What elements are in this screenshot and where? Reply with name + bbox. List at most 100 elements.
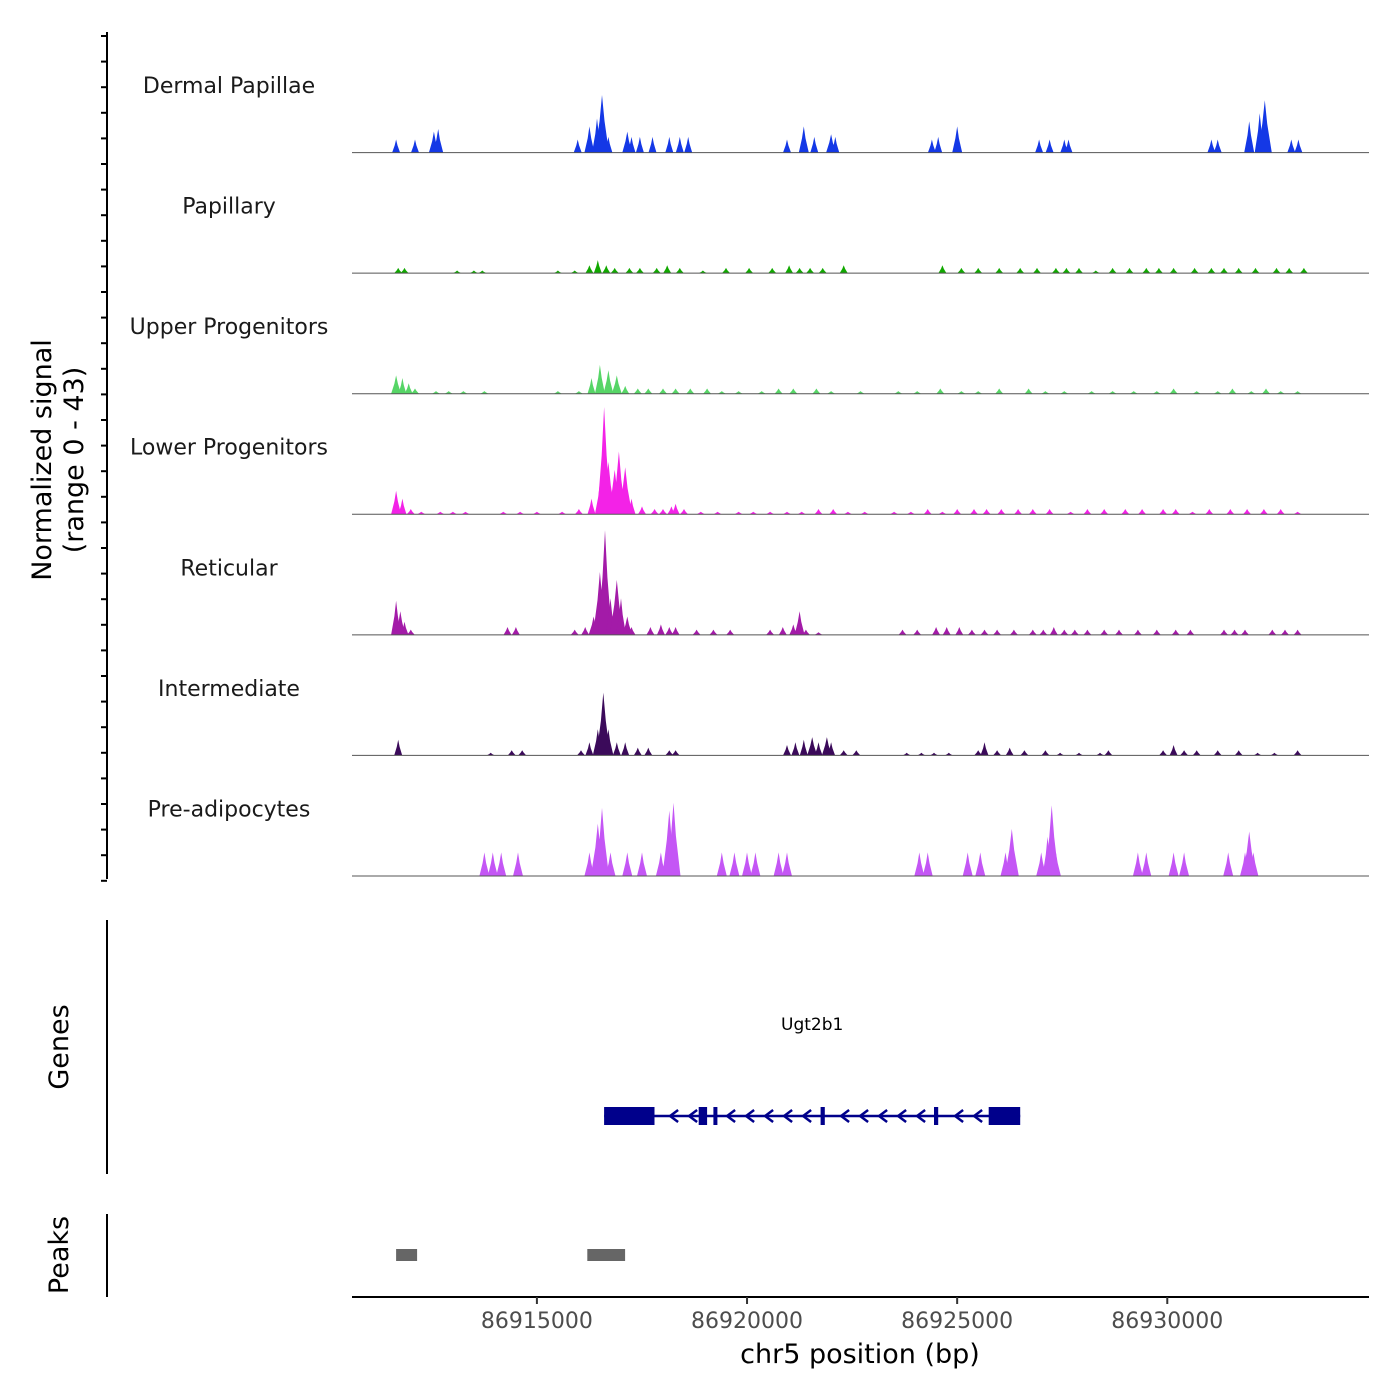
signal-peak-pre-adipocytes-7 <box>605 852 616 876</box>
signal-peak-intermediate-44 <box>1253 752 1262 756</box>
signal-peak-intermediate-28 <box>974 750 983 756</box>
signal-peak-pre-adipocytes-13 <box>716 852 727 876</box>
signal-peak-papillary-8 <box>593 260 602 274</box>
signal-peak-intermediate-37 <box>1104 750 1113 756</box>
signal-peak-papillary-44 <box>1251 267 1260 274</box>
x-tick-label-1: 86920000 <box>691 1309 803 1334</box>
strand-arrow-6 <box>801 1109 812 1123</box>
signal-peak-lower-progenitors-45 <box>1014 509 1023 515</box>
signal-peak-reticular-54 <box>1281 629 1289 635</box>
signal-peak-dermal-papillae-15 <box>684 136 693 153</box>
signal-peak-dermal-papillae-33 <box>1287 139 1296 153</box>
signal-peak-papillary-45 <box>1272 267 1281 274</box>
signal-peak-reticular-29 <box>898 629 907 635</box>
signal-peak-upper-progenitors-38 <box>1087 391 1096 394</box>
signal-peak-lower-progenitors-44 <box>997 509 1006 515</box>
signal-peak-lower-progenitors-20 <box>638 506 646 515</box>
signal-peak-lower-progenitors-3 <box>417 511 426 515</box>
strand-arrow-3 <box>744 1109 755 1123</box>
signal-peak-dermal-papillae-28 <box>1207 139 1216 153</box>
signal-peak-upper-progenitors-19 <box>686 388 695 394</box>
track-pre-adipocytes: Pre-adipocytes <box>148 797 1369 877</box>
signal-peak-upper-progenitors-20 <box>703 388 712 394</box>
signal-peak-reticular-47 <box>1152 629 1161 635</box>
signal-peak-pre-adipocytes-28 <box>1050 852 1061 876</box>
signal-peak-papillary-28 <box>995 267 1004 274</box>
track-lower-progenitors: Lower Progenitors <box>130 407 1369 515</box>
signal-peak-lower-progenitors-43 <box>982 509 991 515</box>
signal-peak-lower-progenitors-27 <box>713 511 722 515</box>
signal-peak-reticular-49 <box>1186 629 1195 635</box>
signal-peak-lower-progenitors-29 <box>749 511 758 515</box>
signal-peak-intermediate-34 <box>1056 752 1065 756</box>
peak-region-1 <box>587 1249 626 1261</box>
signal-peak-pre-adipocytes-16 <box>750 852 761 876</box>
signal-peak-upper-progenitors-12 <box>603 370 614 394</box>
signal-peak-reticular-6 <box>570 629 579 635</box>
signal-peak-intermediate-36 <box>1096 752 1104 756</box>
signal-peak-intermediate-11 <box>633 747 642 756</box>
gene-model: Ugt2b1 <box>604 1015 1021 1125</box>
signal-peak-upper-progenitors-32 <box>957 391 966 394</box>
signal-peak-dermal-papillae-3 <box>433 129 444 153</box>
signal-peak-reticular-2 <box>400 621 409 635</box>
signal-peak-lower-progenitors-33 <box>814 509 823 515</box>
x-tick-label-0: 86915000 <box>481 1309 593 1334</box>
strand-arrow-12 <box>953 1109 964 1123</box>
signal-peak-reticular-36 <box>993 629 1002 635</box>
signal-peak-upper-progenitors-25 <box>789 388 798 394</box>
signal-peak-papillary-42 <box>1220 267 1228 274</box>
signal-peak-pre-adipocytes-2 <box>496 852 507 876</box>
x-tick-label-3: 86930000 <box>1111 1309 1223 1334</box>
signal-peak-upper-progenitors-46 <box>1247 391 1256 394</box>
coverage-tracks: Dermal Papillae Papillary Upper Progenitor… <box>130 74 1369 877</box>
signal-peak-intermediate-39 <box>1169 745 1178 756</box>
signal-peak-reticular-41 <box>1060 629 1069 635</box>
signal-peak-lower-progenitors-28 <box>734 511 743 515</box>
signal-peak-upper-progenitors-2 <box>404 383 413 394</box>
signal-peak-intermediate-27 <box>944 752 953 756</box>
strand-arrow-9 <box>877 1109 888 1123</box>
signal-peak-papillary-9 <box>602 265 611 274</box>
signal-peak-lower-progenitors-4 <box>436 511 445 515</box>
signal-peak-upper-progenitors-13 <box>611 375 622 394</box>
signal-peak-upper-progenitors-35 <box>1024 388 1033 394</box>
signal-peak-upper-progenitors-7 <box>480 391 489 394</box>
signal-peak-lower-progenitors-22 <box>659 509 667 515</box>
signal-peak-intermediate-3 <box>518 750 527 756</box>
signal-peak-pre-adipocytes-32 <box>1179 852 1190 876</box>
signal-peak-intermediate-46 <box>1293 750 1302 756</box>
signal-peak-intermediate-13 <box>665 750 674 756</box>
gene-exon-5 <box>988 1107 1021 1125</box>
x-axis-title: chr5 position (bp) <box>740 1339 980 1370</box>
signal-peak-dermal-papillae-21 <box>927 139 936 153</box>
signal-peak-dermal-papillae-14 <box>675 136 684 153</box>
signal-peak-upper-progenitors-49 <box>1293 391 1302 394</box>
signal-peak-upper-progenitors-9 <box>574 391 583 394</box>
signal-peak-pre-adipocytes-33 <box>1223 852 1234 876</box>
signal-peak-reticular-16 <box>646 627 655 635</box>
gene-exon-0 <box>604 1107 655 1125</box>
peak-regions <box>396 1249 626 1261</box>
signal-peak-lower-progenitors-11 <box>574 509 583 515</box>
signal-peak-reticular-13 <box>616 598 626 635</box>
signal-peak-lower-progenitors-19 <box>627 498 636 515</box>
signal-peak-papillary-29 <box>1016 267 1025 274</box>
signal-peak-reticular-27 <box>801 629 810 635</box>
signal-peak-papillary-19 <box>768 267 777 274</box>
track-label-pre-adipocytes: Pre-adipocytes <box>148 797 311 822</box>
signal-peak-papillary-14 <box>663 265 672 274</box>
signal-peak-reticular-28 <box>814 632 823 635</box>
signal-peak-upper-progenitors-18 <box>671 388 680 394</box>
signal-peak-intermediate-9 <box>612 742 621 756</box>
signal-peak-upper-progenitors-33 <box>974 391 983 394</box>
signal-peak-reticular-15 <box>627 627 636 635</box>
signal-peak-upper-progenitors-0 <box>391 375 402 394</box>
signal-peak-upper-progenitors-3 <box>411 388 419 394</box>
signal-peak-pre-adipocytes-24 <box>1004 828 1019 876</box>
signal-peak-intermediate-14 <box>671 750 680 756</box>
signal-peak-lower-progenitors-30 <box>766 511 775 515</box>
signal-peak-papillary-12 <box>635 267 644 274</box>
signal-peak-lower-progenitors-32 <box>797 511 806 515</box>
signal-peak-dermal-papillae-30 <box>1244 121 1255 153</box>
